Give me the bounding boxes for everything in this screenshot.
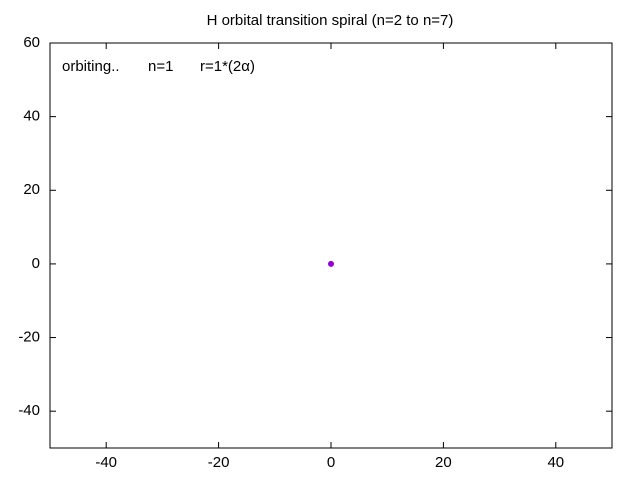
annotation: orbiting.. <box>62 58 120 75</box>
y-tick-label: 40 <box>23 108 40 125</box>
x-tick-label: 20 <box>435 454 452 471</box>
y-tick-label: 0 <box>32 255 40 272</box>
plot-frame <box>49 42 613 449</box>
annotation: r=1*(2α) <box>200 58 255 75</box>
chart-title: H orbital transition spiral (n=2 to n=7) <box>207 12 454 29</box>
annotation: n=1 <box>148 58 173 75</box>
x-tick-label: -20 <box>208 454 230 471</box>
point <box>328 260 334 267</box>
y-tick-label: -40 <box>18 402 40 419</box>
y-tick-label: 60 <box>23 34 40 51</box>
x-tick-label: 0 <box>327 454 335 471</box>
y-tick-label: -20 <box>18 329 40 346</box>
y-tick-label: 20 <box>23 181 40 198</box>
x-tick-label: -40 <box>95 454 117 471</box>
x-tick-label: 40 <box>547 454 564 471</box>
